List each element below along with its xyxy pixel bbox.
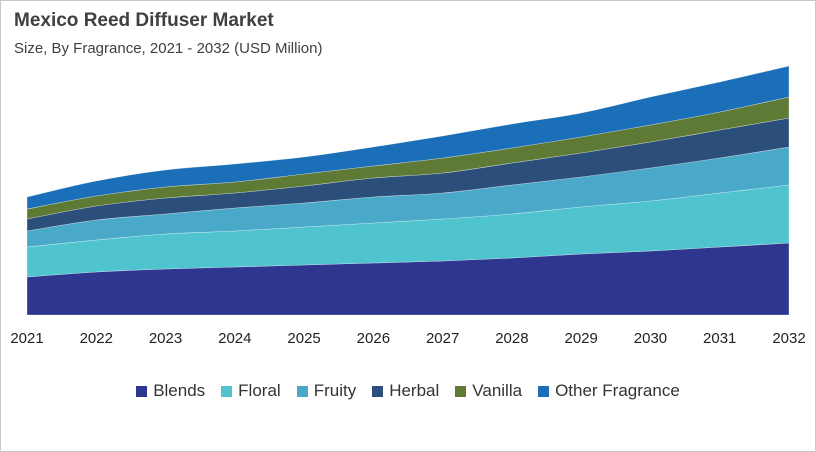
x-tick-label: 2027 bbox=[426, 330, 459, 347]
chart-title: Mexico Reed Diffuser Market bbox=[14, 10, 274, 31]
x-tick-label: 2024 bbox=[218, 330, 251, 347]
x-tick-label: 2022 bbox=[80, 330, 113, 347]
legend-label: Other Fragrance bbox=[555, 381, 680, 400]
x-tick-label: 2030 bbox=[634, 330, 667, 347]
x-tick-label: 2028 bbox=[495, 330, 528, 347]
legend: Blends Floral Fruity Herbal Vanilla Other Fra… bbox=[0, 381, 816, 401]
legend-item: Floral bbox=[221, 381, 281, 401]
area-other-fragrance bbox=[26, 65, 790, 210]
legend-item: Vanilla bbox=[455, 381, 522, 401]
x-tick-label: 2023 bbox=[149, 330, 182, 347]
legend-label: Floral bbox=[238, 381, 281, 400]
legend-swatch bbox=[136, 385, 148, 397]
x-tick-label: 2026 bbox=[357, 330, 390, 347]
chart-subtitle: Size, By Fragrance, 2021 - 2032 (USD Mil… bbox=[14, 40, 323, 57]
x-tick-label: 2021 bbox=[10, 330, 43, 347]
legend-item: Other Fragrance bbox=[538, 381, 680, 401]
legend-swatch bbox=[372, 385, 384, 397]
legend-item: Fruity bbox=[296, 381, 357, 401]
legend-label: Herbal bbox=[389, 381, 440, 400]
legend-item: Herbal bbox=[372, 381, 439, 401]
legend-swatch bbox=[538, 385, 550, 397]
legend-label: Blends bbox=[153, 381, 206, 400]
legend-item: Blends bbox=[136, 381, 205, 401]
legend-swatch bbox=[221, 385, 233, 397]
legend-label: Fruity bbox=[313, 381, 357, 400]
legend-swatch bbox=[296, 385, 308, 397]
x-tick-label: 2032 bbox=[772, 330, 805, 347]
legend-label: Vanilla bbox=[472, 381, 523, 400]
legend-swatch bbox=[455, 385, 467, 397]
x-tick-label: 2025 bbox=[287, 330, 320, 347]
x-tick-label: 2031 bbox=[703, 330, 736, 347]
x-tick-label: 2029 bbox=[564, 330, 597, 347]
